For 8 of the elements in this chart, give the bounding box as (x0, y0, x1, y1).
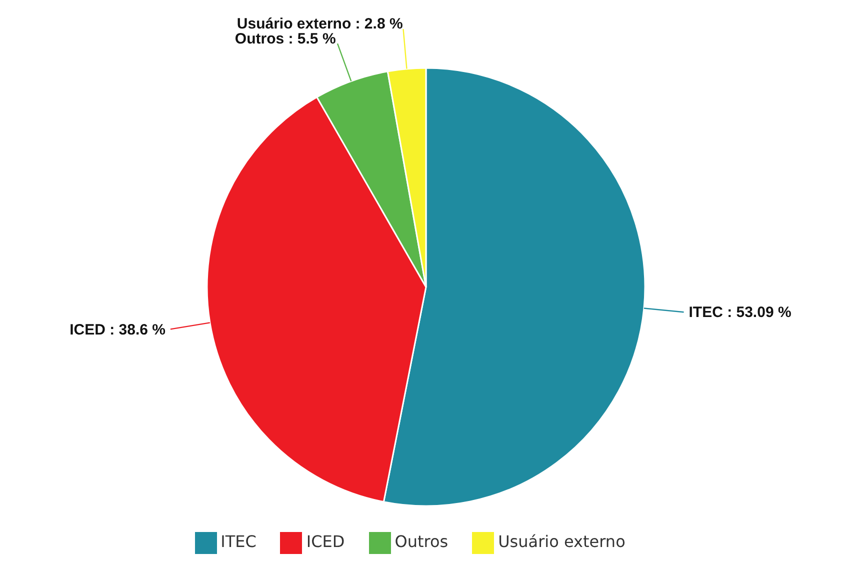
legend-label: Outros (394, 532, 448, 552)
data-label: Usuário externo : 2.8 % (236, 16, 403, 33)
data-label: ICED : 38.6 % (70, 321, 166, 338)
legend-label: ICED (306, 532, 345, 552)
legend-label: Usuário externo (498, 532, 626, 552)
data-label: ITEC : 53.09 % (688, 304, 792, 322)
legend-label: ITEC (220, 532, 256, 552)
data-label: Outros : 5.5 % (234, 30, 336, 48)
